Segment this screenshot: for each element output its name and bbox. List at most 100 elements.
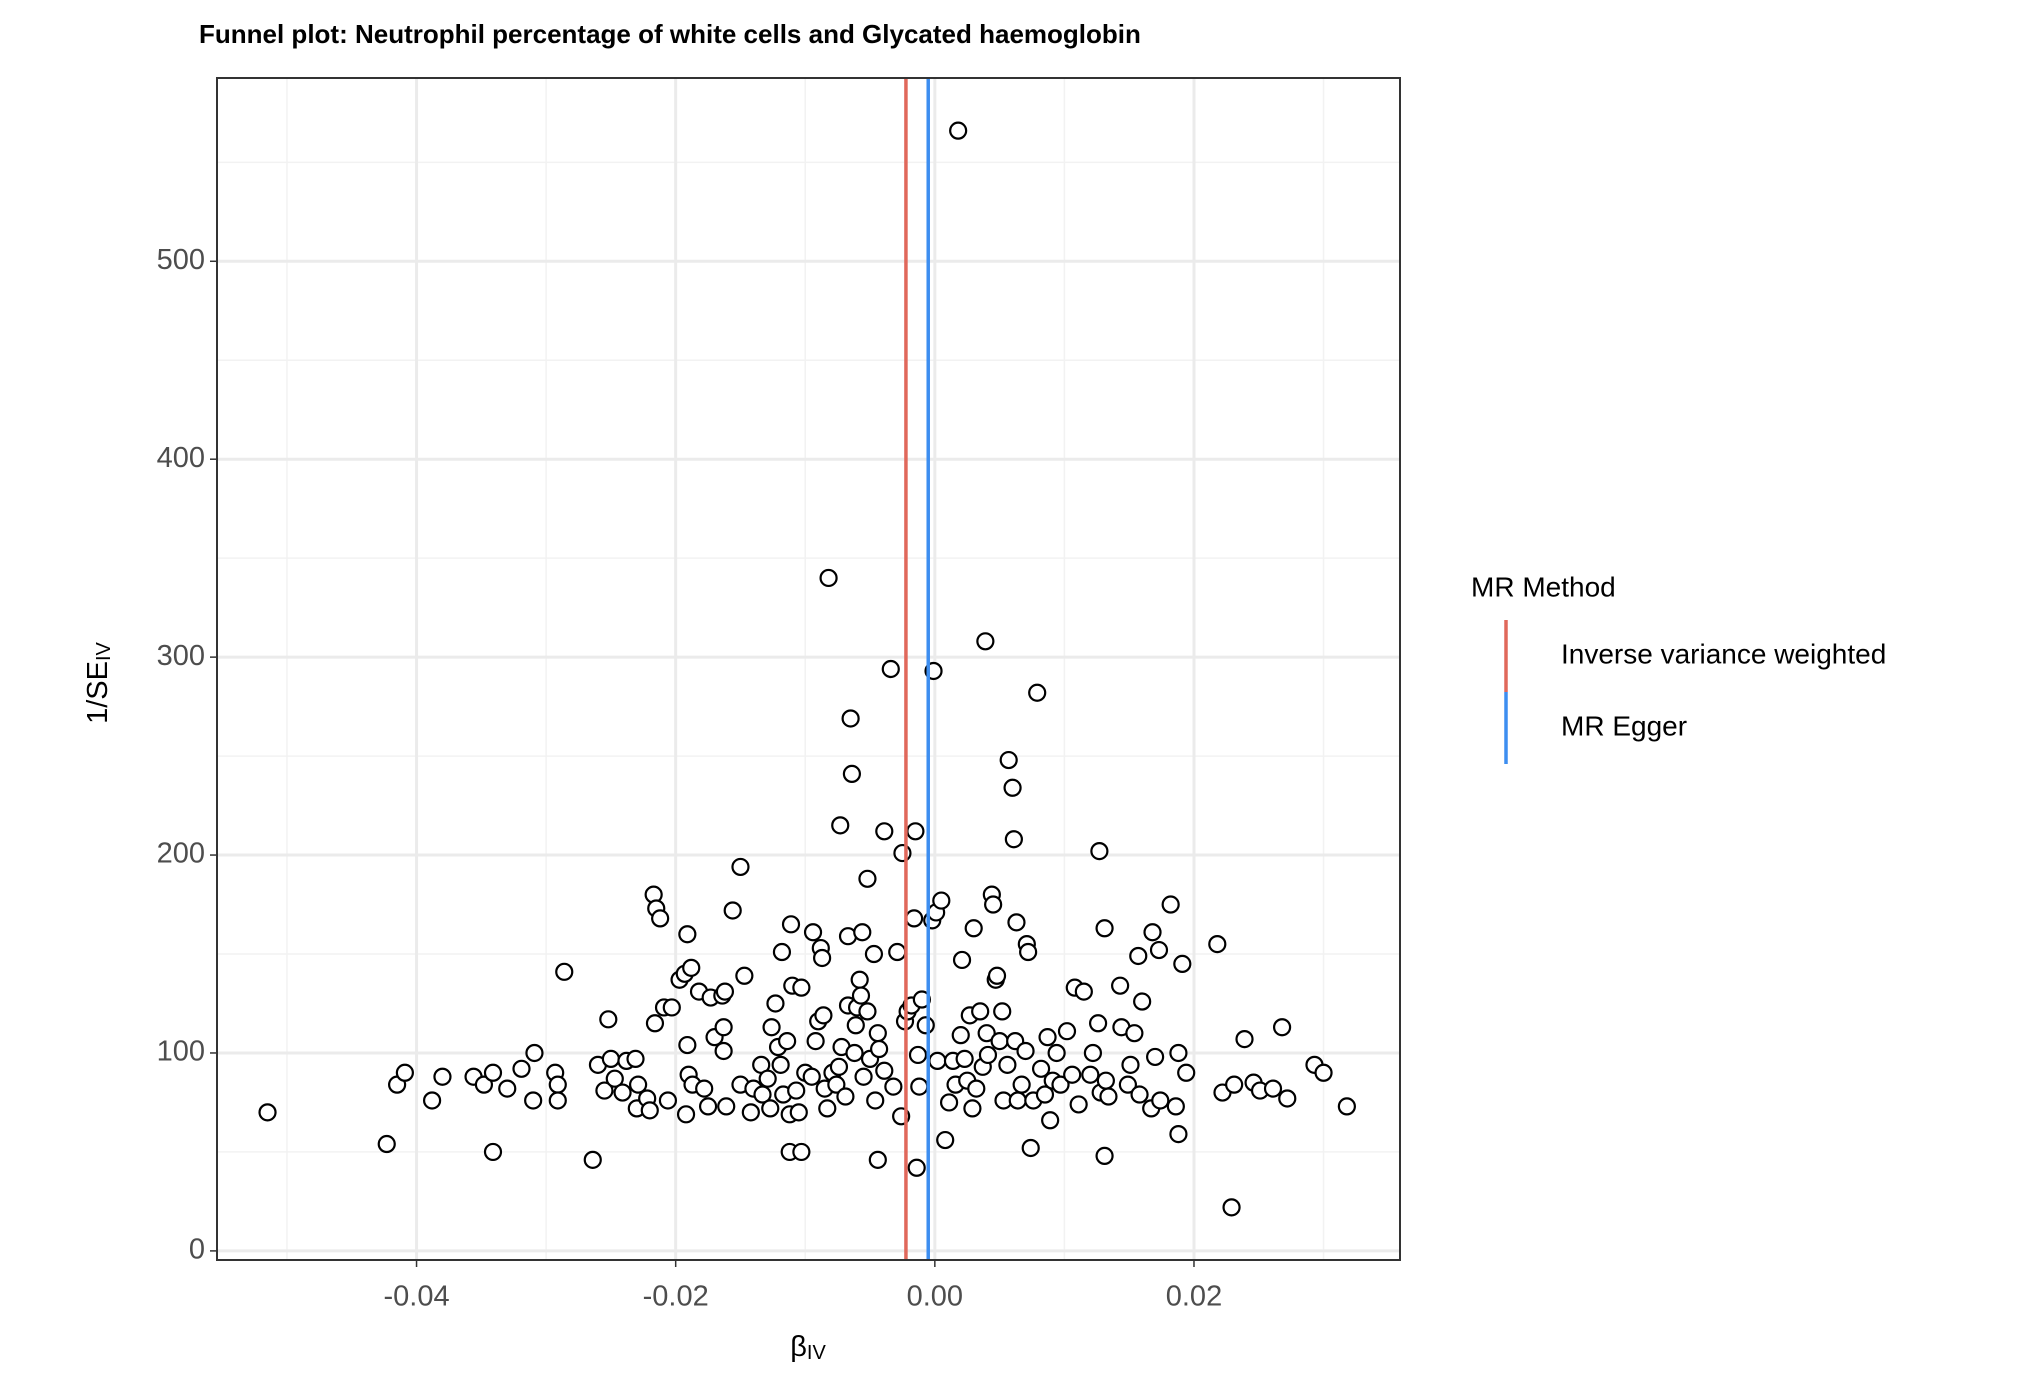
point [1031, 1059, 1051, 1078]
point [977, 1024, 996, 1043]
x-axis-label-sub: IV [807, 1342, 827, 1364]
point [1008, 1091, 1027, 1110]
point [858, 1002, 877, 1021]
point [629, 1075, 648, 1094]
point [626, 1049, 645, 1069]
point [906, 822, 925, 841]
point [806, 1031, 825, 1051]
point [864, 944, 884, 964]
point [548, 1075, 567, 1094]
point [866, 1091, 885, 1110]
point [1161, 895, 1180, 914]
point [993, 1002, 1012, 1021]
point [377, 1134, 396, 1154]
point [741, 1103, 760, 1122]
y-tick-label: 0 [189, 1234, 205, 1266]
point [1012, 1075, 1031, 1094]
x-axis-label: βIV [790, 1331, 826, 1365]
point [1272, 1018, 1292, 1037]
point [1278, 1089, 1297, 1108]
point [963, 1099, 982, 1118]
point [850, 970, 869, 989]
point [952, 950, 972, 970]
point [778, 1031, 797, 1051]
point [999, 750, 1018, 770]
point [875, 822, 894, 841]
point [1133, 992, 1152, 1011]
point [651, 909, 670, 928]
point [548, 1091, 567, 1110]
point [766, 994, 785, 1013]
point [1047, 1043, 1066, 1063]
point [395, 1063, 414, 1082]
point [1169, 1043, 1188, 1063]
point [792, 978, 811, 997]
point [678, 1035, 697, 1055]
point [1051, 1075, 1070, 1094]
point [978, 1045, 998, 1065]
legend-title: MR Method [1471, 571, 1616, 602]
point [595, 1081, 614, 1100]
point [1057, 1022, 1077, 1041]
point [640, 1101, 659, 1120]
point [1019, 942, 1038, 962]
point [990, 1031, 1009, 1051]
point [512, 1059, 531, 1078]
point [433, 1067, 452, 1086]
point [932, 891, 951, 910]
point [717, 1097, 736, 1116]
point [1038, 1028, 1057, 1047]
point [1004, 830, 1023, 849]
point [583, 1150, 602, 1169]
y-axis-label: 1/SEIV [82, 641, 116, 723]
point [1095, 919, 1114, 938]
point [678, 925, 697, 944]
point [258, 1103, 277, 1122]
point [555, 962, 574, 981]
point [893, 843, 912, 863]
point [1337, 1097, 1356, 1116]
point [762, 1018, 781, 1037]
point [1149, 940, 1169, 960]
point [498, 1079, 517, 1098]
point [829, 1057, 849, 1076]
point [731, 857, 750, 877]
point [1125, 1024, 1144, 1043]
point [1121, 1055, 1140, 1074]
point [483, 1063, 503, 1082]
point [1095, 1146, 1114, 1165]
y-tick-label: 400 [157, 442, 205, 474]
point [841, 709, 860, 728]
point [525, 1043, 544, 1063]
point [599, 1010, 618, 1029]
point [853, 923, 872, 942]
point [1129, 946, 1148, 966]
point [772, 942, 792, 962]
point [845, 1043, 864, 1063]
point [1063, 1065, 1082, 1084]
point [601, 1049, 621, 1069]
point [908, 1045, 928, 1065]
point [662, 998, 681, 1017]
point [1177, 1063, 1196, 1082]
point [1074, 982, 1093, 1001]
point [939, 1093, 959, 1112]
point [916, 1016, 935, 1035]
point [723, 901, 742, 920]
point [854, 1067, 873, 1086]
point [858, 869, 877, 888]
point [761, 1099, 780, 1118]
point [870, 1039, 889, 1059]
point [949, 121, 968, 140]
point [676, 1105, 696, 1124]
point [1090, 841, 1109, 861]
legend-label: MR Egger [1561, 710, 1687, 741]
point [851, 986, 871, 1005]
point [1263, 1079, 1283, 1098]
point [964, 919, 983, 938]
point [827, 1075, 846, 1094]
point [1151, 1091, 1170, 1110]
legend-label: Inverse variance weighted [1561, 638, 1886, 669]
point [818, 1099, 837, 1118]
